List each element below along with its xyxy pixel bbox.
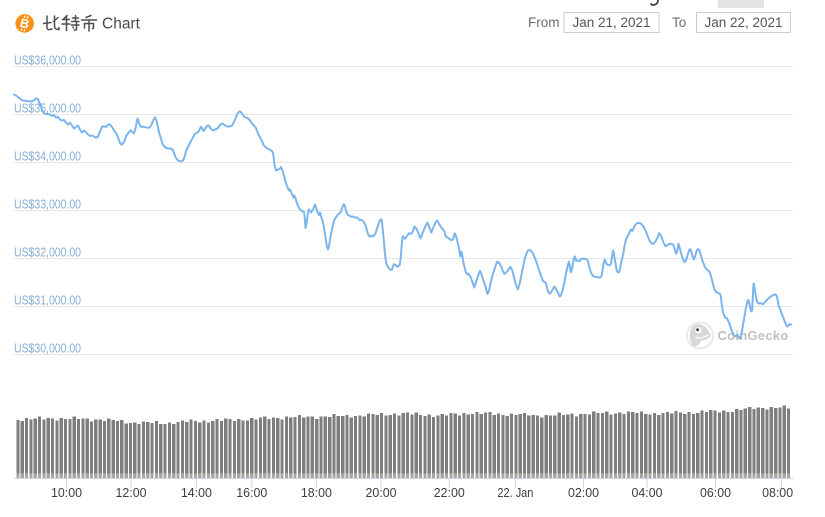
svg-text:16:00: 16:00 [236,485,267,500]
svg-text:04:00: 04:00 [632,485,663,500]
svg-text:10:00: 10:00 [51,485,82,500]
svg-text:To: To [672,15,686,30]
svg-text:20:00: 20:00 [366,485,397,500]
svg-text:Jan 22, 2021: Jan 22, 2021 [704,15,782,30]
svg-text:12:00: 12:00 [116,485,147,500]
svg-text:02:00: 02:00 [568,485,599,500]
svg-text:From: From [528,15,560,30]
svg-text:US$32,000.00: US$32,000.00 [14,245,81,260]
svg-text:22. Jan: 22. Jan [497,485,533,500]
svg-text:US$36,000.00: US$36,000.00 [14,53,81,68]
svg-text:22:00: 22:00 [434,485,465,500]
svg-text:14:00: 14:00 [181,485,212,500]
svg-text:US$34,000.00: US$34,000.00 [14,149,81,164]
svg-text:US$33,000.00: US$33,000.00 [14,197,81,212]
svg-text:06:00: 06:00 [700,485,731,500]
svg-text:Chart: Chart [102,16,141,33]
svg-text:B: B [19,16,31,32]
svg-text:08:00: 08:00 [762,485,793,500]
svg-text:CoinGecko: CoinGecko [718,328,789,343]
svg-text:Jan 21, 2021: Jan 21, 2021 [572,15,650,30]
svg-text:US$30,000.00: US$30,000.00 [14,341,81,356]
svg-text:18:00: 18:00 [301,485,332,500]
svg-text:US$31,000.00: US$31,000.00 [14,293,81,308]
svg-text:US$35,000.00: US$35,000.00 [14,101,81,116]
